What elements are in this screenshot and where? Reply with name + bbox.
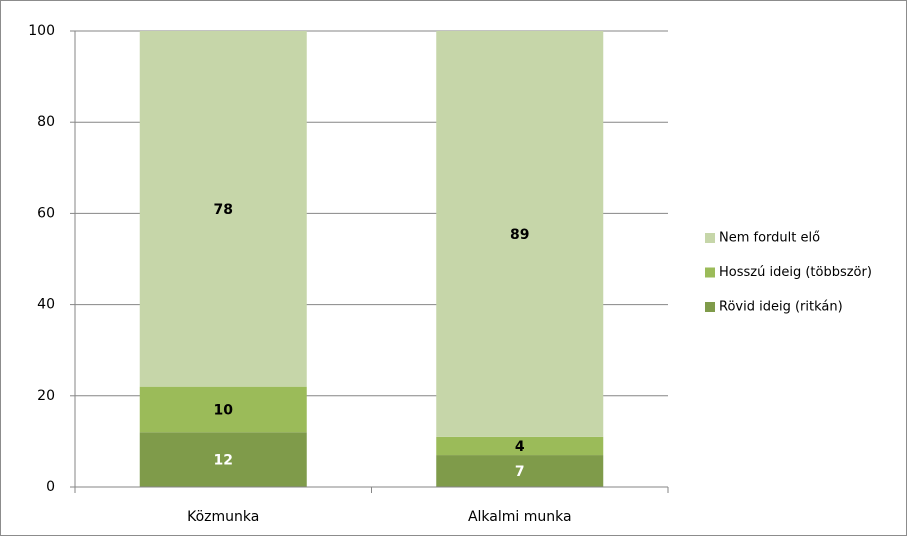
- y-tick-label: 80: [37, 114, 55, 130]
- legend-swatch: [705, 233, 715, 243]
- data-label: 12: [214, 453, 233, 469]
- y-tick-label: 60: [37, 205, 55, 221]
- x-tick-label: Közmunka: [187, 509, 259, 525]
- data-label: 10: [214, 402, 234, 418]
- legend-swatch: [705, 267, 715, 278]
- bar-segment: [436, 436, 604, 456]
- y-tick-label: 40: [37, 297, 55, 313]
- legend-swatch: [705, 302, 715, 312]
- data-label: 89: [510, 227, 529, 243]
- bar-segment: [436, 31, 604, 437]
- legend-label: Nem fordult elő: [719, 231, 820, 246]
- data-label: 4: [515, 439, 525, 455]
- bar-segment: [436, 455, 604, 487]
- bar-segment: [139, 31, 307, 387]
- y-tick-label: 0: [46, 479, 55, 495]
- x-tick-label: Alkalmi munka: [468, 509, 572, 525]
- legend-label: Rövid ideig (ritkán): [719, 300, 843, 315]
- y-tick-label: 20: [37, 388, 55, 404]
- bar-segment: [139, 386, 307, 433]
- legend-label: Hosszú ideig (többször): [719, 265, 872, 280]
- data-label: 7: [515, 464, 525, 480]
- bar-segment: [139, 432, 307, 487]
- data-label: 78: [214, 202, 233, 218]
- y-tick-label: 100: [28, 23, 55, 39]
